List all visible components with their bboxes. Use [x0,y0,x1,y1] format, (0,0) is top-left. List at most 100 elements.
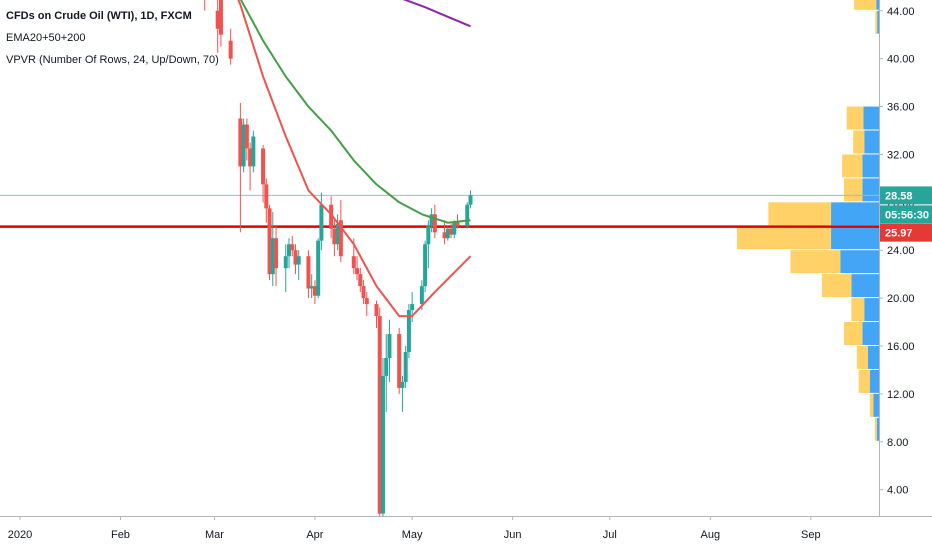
vp-down-bar [858,369,870,393]
candle-body [218,0,223,35]
x-tick-label: May [402,529,423,541]
candle-body [432,214,437,233]
candle-body [244,124,249,149]
vp-down-bar [843,322,863,345]
candle-body [316,240,321,296]
ema-50-line [239,0,471,224]
vp-down-bar [875,10,878,34]
vp-up-bar [876,0,879,10]
candle-body [238,118,243,167]
candle-body [377,316,382,514]
candle-body [332,228,337,245]
candle-body [264,184,269,209]
candle-body [400,381,405,388]
vp-down-bar [790,250,841,274]
candle-body [290,244,295,251]
vp-down-bar [821,274,852,298]
candle-body [387,334,392,358]
candle-body [364,298,369,305]
candle-body [309,286,314,289]
ema-200-line [402,0,471,28]
candles [204,0,473,516]
candle-body [270,238,275,275]
y-tick-label: 40.00 [887,54,915,66]
candle-body [319,204,324,241]
candle-body [410,304,415,311]
vp-up-bar [862,322,879,345]
candle-body [397,334,402,388]
candle-body [248,148,253,167]
vp-up-bar [831,202,879,226]
candle-body [426,226,431,245]
vp-down-bar [737,226,832,250]
y-tick-label: 44.00 [887,6,915,18]
vp-up-bar [840,250,879,274]
candle-body [445,228,450,239]
vp-down-bar [853,130,865,154]
indicator-vpvr[interactable]: VPVR (Number Of Rows, 24, Up/Down, 70) [6,54,219,66]
y-tick-label: 24.00 [887,245,915,257]
ema-lines [237,0,472,318]
indicator-ema[interactable]: EMA20+50+200 [6,32,86,44]
vp-up-bar [877,10,879,34]
candle-body [228,40,233,59]
price-axis-background [879,0,932,516]
vp-up-bar [873,393,879,417]
vp-down-bar [842,154,863,178]
candle-body [283,256,288,269]
vp-down-bar [854,0,877,10]
y-tick-label: 4.00 [887,485,908,497]
vp-down-bar [768,202,832,226]
candle-body [465,204,470,227]
chart-legend: CFDs on Crude Oil (WTI), 1D, FXCM EMA20+… [6,10,219,76]
y-tick-label: 36.00 [887,102,915,114]
candle-body [261,148,266,185]
price-labels: 28.58 05:56:30 25.97 [880,186,932,242]
vp-down-bar [869,393,874,417]
candle-body [358,274,363,287]
y-tick-label: 12.00 [887,389,915,401]
vp-up-bar [862,178,879,202]
vp-down-bar [843,178,863,202]
candle-body [455,222,460,227]
candle-body [403,351,408,382]
candle-body [380,375,385,514]
vp-up-bar [831,226,879,250]
candle-body [423,244,428,287]
vp-down-bar [856,345,868,369]
countdown-label-bg [880,205,932,224]
candle-body [338,220,343,257]
y-tick-label: 8.00 [887,437,908,449]
candle-body [215,10,220,29]
x-tick-label: Jun [504,529,522,541]
horizontal-lines [0,194,932,228]
vp-down-bar [846,106,864,130]
countdown-label: 05:56:30 [885,209,929,221]
candle-body [329,204,334,229]
vp-up-bar [867,345,879,369]
candle-body [335,223,340,245]
y-tick-label: 32.00 [887,149,915,161]
x-tick-label: Apr [306,529,323,541]
candle-body [384,357,389,376]
vp-down-bar [874,417,877,441]
symbol-title[interactable]: CFDs on Crude Oil (WTI), 1D, FXCM [6,10,192,22]
candle-body [406,310,411,352]
x-tick-label: 2020 [8,529,32,541]
vp-up-bar [864,130,879,154]
x-tick-label: Jul [603,529,617,541]
vp-up-bar [864,298,879,322]
x-tick-label: Mar [205,529,224,541]
candle-body [293,250,298,265]
y-tick-label: 20.00 [887,293,915,305]
candle-body [267,208,272,275]
candle-body [251,136,256,167]
x-tick-label: Feb [111,529,130,541]
ema-20-line [237,0,472,318]
vp-up-bar [869,369,879,393]
last-price-label: 28.58 [885,190,913,202]
candle-body [429,214,434,227]
